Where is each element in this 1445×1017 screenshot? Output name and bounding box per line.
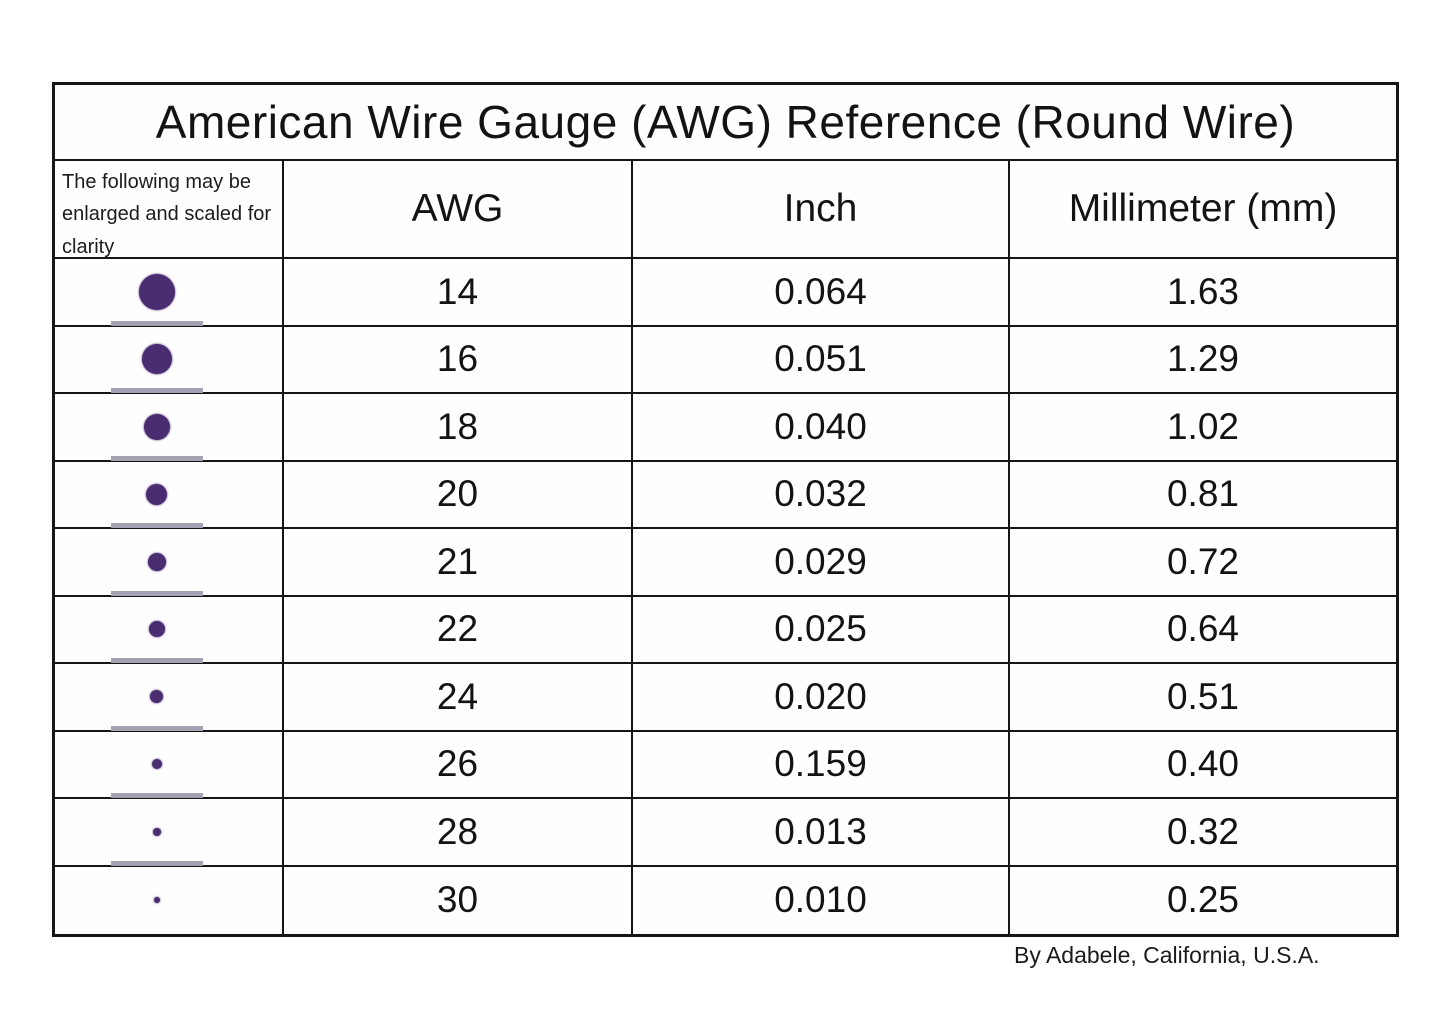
awg-value-cell: 26: [284, 731, 633, 799]
awg-value-cell: 14: [284, 259, 633, 327]
mm-value-cell: 1.02: [1010, 394, 1396, 462]
awg-value-cell: 21: [284, 529, 633, 597]
inch-value-cell: 0.010: [633, 866, 1010, 934]
mm-value-cell: 0.25: [1010, 866, 1396, 934]
dot-underline: [110, 320, 203, 326]
column-header-mm: Millimeter (mm): [1010, 161, 1396, 259]
wire-dot-cell: [55, 394, 284, 462]
wire-dot: [147, 552, 166, 571]
dot-underline: [110, 725, 203, 731]
mm-value-cell: 0.64: [1010, 596, 1396, 664]
mm-value-cell: 1.63: [1010, 259, 1396, 327]
scale-note: The following may be enlarged and scaled…: [55, 161, 284, 259]
wire-dot-cell: [55, 866, 284, 934]
inch-value-cell: 0.159: [633, 731, 1010, 799]
wire-dot: [148, 621, 165, 638]
wire-dot: [138, 273, 175, 310]
table-title: American Wire Gauge (AWG) Reference (Rou…: [55, 85, 1396, 161]
inch-value-cell: 0.040: [633, 394, 1010, 462]
column-header-awg: AWG: [284, 161, 633, 259]
mm-value-cell: 0.81: [1010, 461, 1396, 529]
wire-dot: [143, 413, 170, 440]
wire-dot: [151, 759, 162, 770]
wire-dot: [146, 483, 167, 505]
wire-dot: [141, 344, 172, 375]
inch-value-cell: 0.020: [633, 664, 1010, 732]
dot-underline: [110, 523, 203, 528]
wire-dot: [153, 897, 160, 904]
inch-value-cell: 0.051: [633, 326, 1010, 394]
wire-dot: [150, 690, 163, 704]
wire-dot-cell: [55, 529, 284, 597]
wire-dot-cell: [55, 731, 284, 799]
wire-dot-cell: [55, 461, 284, 529]
dot-underline: [110, 455, 203, 461]
mm-value-cell: 0.72: [1010, 529, 1396, 597]
awg-value-cell: 20: [284, 461, 633, 529]
wire-dot-cell: [55, 326, 284, 394]
mm-value-cell: 1.29: [1010, 326, 1396, 394]
mm-value-cell: 0.51: [1010, 664, 1396, 732]
inch-value-cell: 0.013: [633, 799, 1010, 867]
wire-dot: [152, 827, 161, 836]
wire-dot-cell: [55, 664, 284, 732]
dot-underline: [110, 388, 203, 393]
dot-underline: [110, 658, 203, 663]
dot-underline: [110, 793, 203, 798]
mm-value-cell: 0.32: [1010, 799, 1396, 867]
awg-value-cell: 16: [284, 326, 633, 394]
dot-underline: [110, 860, 203, 866]
column-header-inch: Inch: [633, 161, 1010, 259]
awg-value-cell: 24: [284, 664, 633, 732]
awg-value-cell: 22: [284, 596, 633, 664]
attribution-footer: By Adabele, California, U.S.A.: [1014, 942, 1320, 968]
mm-value-cell: 0.40: [1010, 731, 1396, 799]
awg-reference-table: American Wire Gauge (AWG) Reference (Rou…: [52, 82, 1399, 937]
wire-dot-cell: [55, 259, 284, 327]
awg-value-cell: 28: [284, 799, 633, 867]
dot-underline: [110, 590, 203, 596]
awg-value-cell: 30: [284, 866, 633, 934]
inch-value-cell: 0.032: [633, 461, 1010, 529]
wire-dot-cell: [55, 799, 284, 867]
inch-value-cell: 0.025: [633, 596, 1010, 664]
awg-value-cell: 18: [284, 394, 633, 462]
inch-value-cell: 0.029: [633, 529, 1010, 597]
inch-value-cell: 0.064: [633, 259, 1010, 327]
wire-dot-cell: [55, 596, 284, 664]
